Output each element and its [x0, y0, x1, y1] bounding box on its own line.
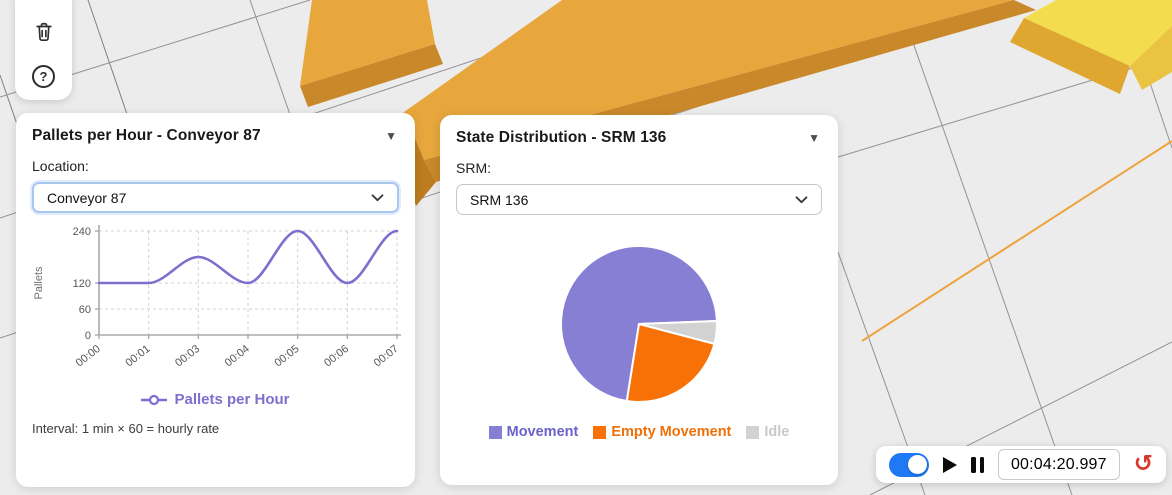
svg-text:00:06: 00:06: [322, 343, 351, 369]
collapse-icon[interactable]: ▼: [808, 131, 820, 145]
help-button[interactable]: ?: [32, 65, 55, 88]
collapse-icon[interactable]: ▼: [385, 129, 397, 143]
svg-text:60: 60: [79, 304, 91, 316]
svg-text:0: 0: [85, 330, 91, 342]
state-pie-chart: [559, 245, 718, 403]
svg-text:00:00: 00:00: [74, 343, 103, 369]
pie-legend: Movement Empty Movement Idle: [456, 424, 822, 440]
legend-swatch: [488, 425, 502, 439]
legend-swatch: [593, 425, 607, 439]
srm-select-value: SRM 136: [470, 191, 529, 208]
location-label: Location:: [32, 158, 89, 174]
svg-text:00:05: 00:05: [272, 343, 301, 369]
pallets-panel-title: Pallets per Hour - Conveyor 87: [32, 127, 261, 144]
svg-text:120: 120: [73, 278, 91, 290]
srm-select[interactable]: SRM 136: [456, 184, 822, 215]
legend-item-empty-movement: Empty Movement: [593, 424, 731, 440]
reset-button[interactable]: ↺: [1133, 451, 1153, 477]
floating-toolbar: ?: [15, 0, 72, 100]
svg-text:240: 240: [73, 226, 91, 238]
line-series-label: Pallets per Hour: [174, 391, 290, 408]
legend-label: Empty Movement: [611, 424, 732, 440]
playback-bar: 00:04:20.997 ↺: [876, 446, 1166, 483]
help-icon: ?: [32, 65, 55, 88]
svg-text:00:07: 00:07: [372, 343, 401, 369]
trash-icon: [35, 22, 52, 41]
pause-icon: [971, 456, 984, 473]
play-button[interactable]: [943, 456, 957, 473]
srm-label: SRM:: [456, 160, 491, 176]
pause-button[interactable]: [971, 456, 984, 473]
location-select-value: Conveyor 87: [47, 189, 127, 206]
time-display[interactable]: 00:04:20.997: [998, 449, 1120, 480]
pallets-line-chart: 0 60 120 240 00:00 00:01 00:03 00:04 00:05 00:06 0…: [33, 225, 401, 369]
legend-label: Movement: [506, 424, 579, 440]
playback-toggle[interactable]: [889, 452, 929, 477]
svg-text:Pallets: Pallets: [33, 266, 45, 300]
legend-item-idle: Idle: [746, 424, 789, 440]
chevron-down-icon: [795, 195, 808, 203]
svg-text:00:01: 00:01: [123, 343, 152, 369]
play-icon: [943, 456, 957, 473]
legend-item-movement: Movement: [488, 424, 579, 440]
line-series-marker-icon: [141, 394, 168, 405]
chevron-down-icon: [371, 193, 384, 201]
svg-text:00:04: 00:04: [223, 343, 252, 369]
toggle-knob: [907, 455, 927, 474]
interval-note: Interval: 1 min × 60 = hourly rate: [32, 421, 220, 436]
svg-text:00:03: 00:03: [173, 343, 202, 369]
legend-swatch: [746, 425, 760, 439]
line-chart-legend: Pallets per Hour: [32, 391, 399, 408]
pallets-panel: Pallets per Hour - Conveyor 87 ▼ Locatio…: [16, 113, 415, 487]
yellow-ramp: [1010, 0, 1172, 94]
location-select[interactable]: Conveyor 87: [32, 182, 399, 213]
state-panel-title: State Distribution - SRM 136: [456, 129, 667, 146]
delete-button[interactable]: [33, 21, 55, 43]
legend-label: Idle: [764, 424, 790, 440]
ground-axis-line: [861, 140, 1172, 342]
state-distribution-panel: State Distribution - SRM 136 ▼ SRM: SRM …: [440, 115, 838, 485]
